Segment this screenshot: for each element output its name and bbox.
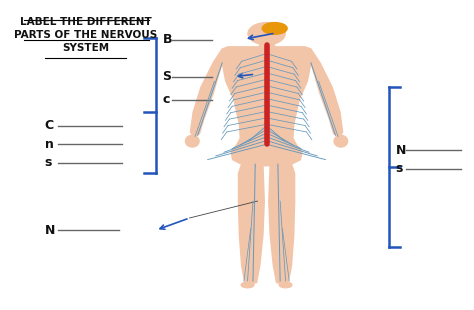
- Bar: [259, 33, 274, 46]
- Polygon shape: [269, 164, 295, 284]
- Polygon shape: [191, 47, 228, 138]
- Text: n: n: [45, 138, 54, 151]
- Ellipse shape: [241, 282, 254, 288]
- Text: C: C: [45, 119, 54, 132]
- Ellipse shape: [279, 282, 292, 288]
- Text: B: B: [163, 33, 172, 46]
- Ellipse shape: [248, 23, 285, 45]
- Polygon shape: [238, 164, 264, 284]
- Polygon shape: [222, 47, 311, 144]
- Text: LABEL THE DIFFERENT
PARTS OF THE NERVOUS
SYSTEM: LABEL THE DIFFERENT PARTS OF THE NERVOUS…: [14, 17, 157, 53]
- Polygon shape: [305, 47, 343, 138]
- Ellipse shape: [185, 135, 199, 147]
- Text: s: s: [45, 156, 52, 169]
- Text: S: S: [163, 70, 172, 83]
- Text: c: c: [163, 93, 170, 106]
- Text: N: N: [45, 224, 55, 237]
- Polygon shape: [231, 144, 302, 166]
- Text: s: s: [396, 162, 403, 175]
- Ellipse shape: [262, 23, 287, 34]
- Ellipse shape: [334, 135, 347, 147]
- Text: N: N: [396, 144, 406, 157]
